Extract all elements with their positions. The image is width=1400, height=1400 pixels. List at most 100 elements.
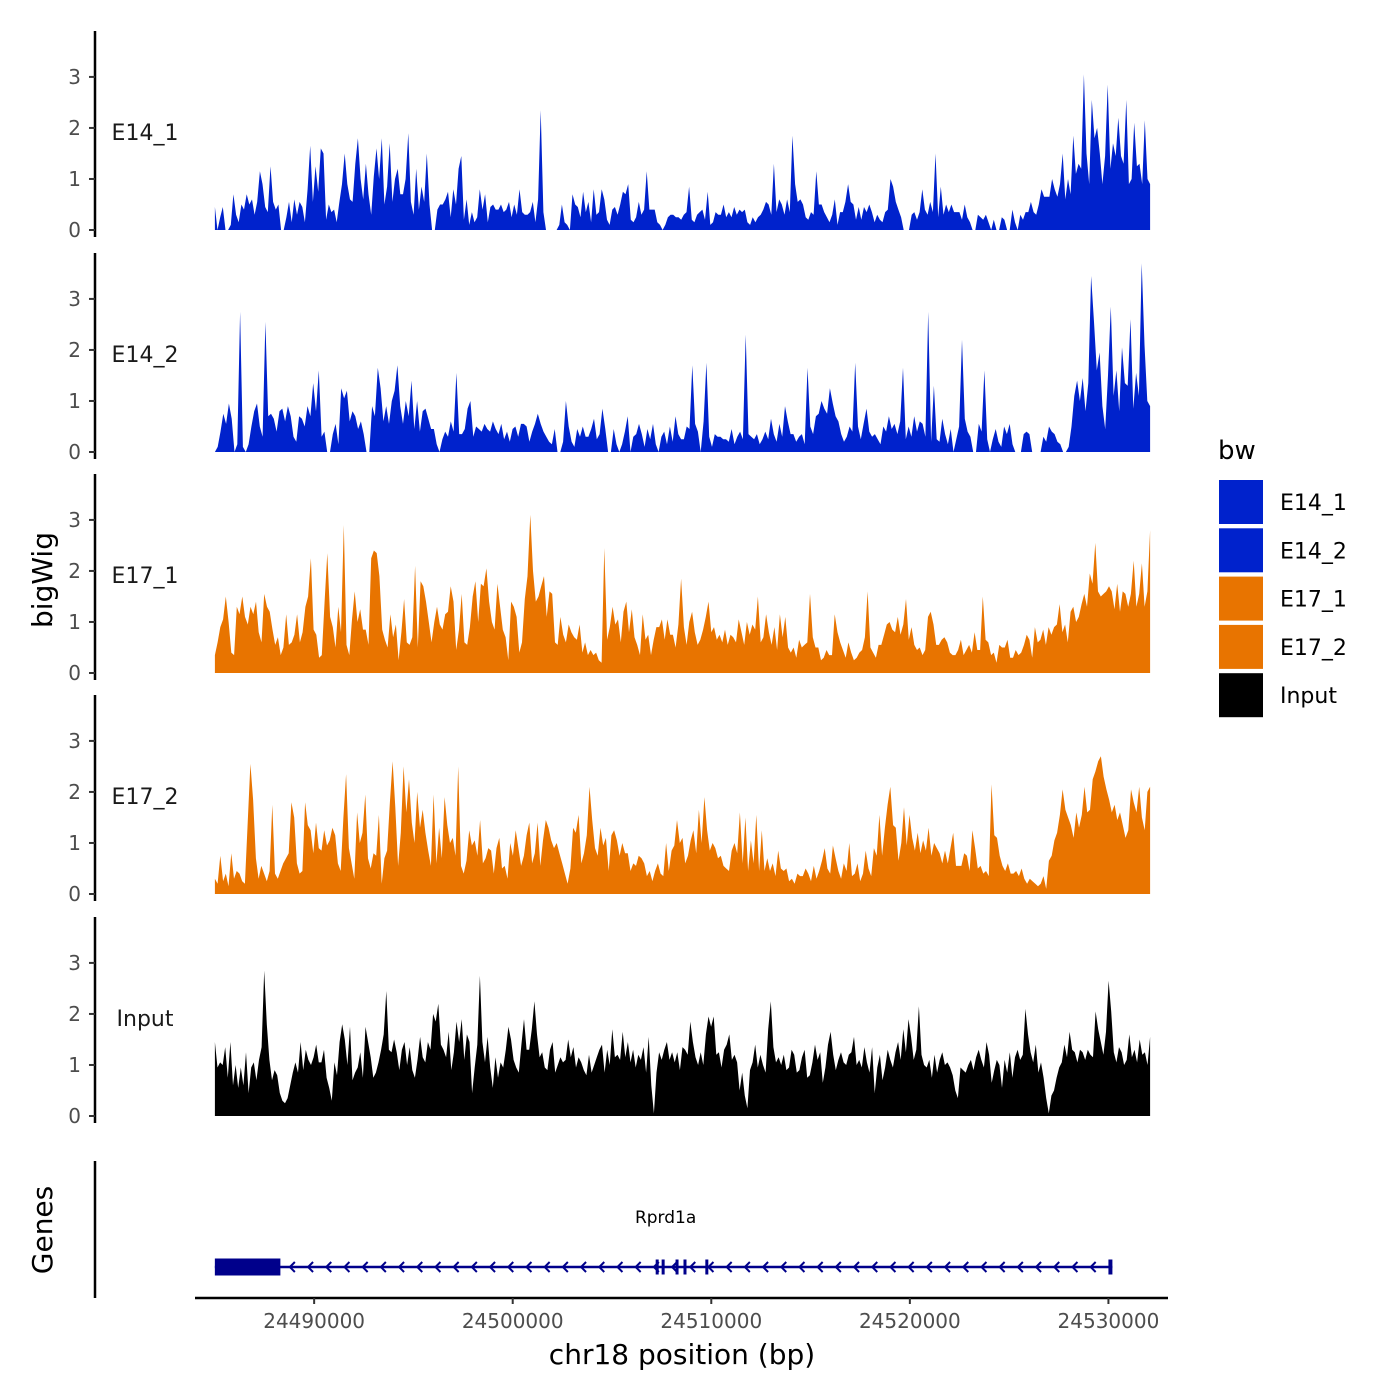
strand-arrow — [397, 1261, 405, 1273]
y-tick-label: 3 — [68, 65, 81, 89]
y-tick-label: 1 — [68, 389, 81, 413]
strand-arrow — [707, 1261, 715, 1273]
strand-arrow — [470, 1261, 478, 1273]
strand-arrow — [561, 1261, 569, 1273]
track-label: E17_2 — [112, 785, 179, 810]
legend-swatch-Input — [1219, 673, 1263, 718]
legend-label-E17_2: E17_2 — [1280, 636, 1347, 661]
y-tick-label: 3 — [68, 951, 81, 975]
strand-arrow — [834, 1261, 842, 1273]
x-tick-label: 24500000 — [462, 1309, 564, 1333]
gene-exon — [683, 1259, 687, 1275]
x-axis: 24490000 24500000 24510000 24520000 24530000 — [195, 1296, 1168, 1333]
y-tick-label: 3 — [68, 287, 81, 311]
strand-arrow — [634, 1261, 642, 1273]
gene-label: Rprd1a — [635, 1208, 696, 1228]
strand-arrow — [743, 1261, 751, 1273]
x-tick-label: 24490000 — [263, 1309, 365, 1333]
track-E17_1: 0 1 2 3 E17_1 — [68, 474, 1151, 685]
strand-arrow — [415, 1261, 423, 1273]
strand-arrow — [488, 1261, 496, 1273]
y-tick-label: 0 — [68, 661, 81, 685]
legend-swatch-E17_2 — [1219, 624, 1263, 669]
track-label: E17_1 — [112, 564, 179, 589]
gene-exon — [675, 1259, 679, 1275]
y-tick-label: 1 — [68, 1053, 81, 1077]
strand-arrow — [525, 1261, 533, 1273]
track-E17_2: 0 1 2 3 E17_2 — [68, 695, 1151, 906]
strand-arrow — [597, 1261, 605, 1273]
strand-arrow — [779, 1261, 787, 1273]
strand-arrow — [1034, 1261, 1042, 1273]
strand-arrow — [998, 1261, 1006, 1273]
y-tick-label: 0 — [68, 1104, 81, 1128]
x-tick-label: 24520000 — [859, 1309, 961, 1333]
y-tick-label: 2 — [68, 1002, 81, 1026]
legend: bw E14_1 E14_2 E17_1 E17_2 Input — [1218, 436, 1347, 718]
strand-arrow — [616, 1261, 624, 1273]
y-tick-label: 1 — [68, 610, 81, 634]
y-tick-label: 2 — [68, 116, 81, 140]
strand-arrow — [506, 1261, 514, 1273]
strand-arrow — [798, 1261, 806, 1273]
y-tick-label: 3 — [68, 729, 81, 753]
y-axis-title: bigWig — [26, 532, 59, 628]
strand-arrow — [980, 1261, 988, 1273]
track-label: E14_1 — [112, 121, 179, 146]
strand-arrow — [816, 1261, 824, 1273]
y-tick-label: 0 — [68, 440, 81, 464]
y-tick-label: 0 — [68, 218, 81, 242]
y-tick-label: 3 — [68, 508, 81, 532]
strand-arrow — [925, 1261, 933, 1273]
x-tick-label: 24510000 — [660, 1309, 762, 1333]
legend-title: bw — [1218, 436, 1256, 466]
strand-arrow — [961, 1261, 969, 1273]
strand-arrow — [1052, 1261, 1060, 1273]
gene-exon — [214, 1258, 281, 1276]
legend-swatch-E17_1 — [1219, 576, 1263, 621]
track-E14_1: 0 1 2 3 E14_1 — [68, 31, 1151, 242]
track-Input: 0 1 2 3 Input — [68, 917, 1151, 1128]
strand-arrow — [889, 1261, 897, 1273]
strand-arrow — [1071, 1261, 1079, 1273]
series-area-Input — [214, 970, 1151, 1116]
strand-arrow — [452, 1261, 460, 1273]
legend-label-E17_1: E17_1 — [1280, 588, 1347, 613]
legend-swatch-E14_2 — [1219, 528, 1263, 573]
strand-arrow — [434, 1261, 442, 1273]
legend-label-E14_1: E14_1 — [1280, 491, 1347, 516]
gene-exon — [705, 1259, 709, 1275]
y-tick-label: 1 — [68, 831, 81, 855]
genes-panel: Rprd1a — [93, 1161, 1113, 1298]
genes-axis-title: Genes — [26, 1186, 59, 1274]
gene-exon — [1108, 1259, 1113, 1275]
legend-label-Input: Input — [1280, 684, 1337, 709]
strand-arrow — [907, 1261, 915, 1273]
strand-arrow — [324, 1261, 332, 1273]
strand-arrow — [761, 1261, 769, 1273]
strand-arrow — [670, 1261, 678, 1273]
y-tick-label: 1 — [68, 167, 81, 191]
strand-arrow — [379, 1261, 387, 1273]
y-tick-label: 2 — [68, 338, 81, 362]
strand-arrow — [579, 1261, 587, 1273]
strand-arrow — [688, 1261, 696, 1273]
series-area-E14_2 — [214, 263, 1151, 452]
strand-arrow — [343, 1261, 351, 1273]
strand-arrow — [870, 1261, 878, 1273]
y-tick-label: 2 — [68, 780, 81, 804]
x-tick-label: 24530000 — [1058, 1309, 1160, 1333]
strand-arrow — [943, 1261, 951, 1273]
series-area-E17_2 — [214, 756, 1151, 894]
strand-arrow — [543, 1261, 551, 1273]
signal-tracks: 0 1 2 3 E14_1 0 1 2 3 E14_2 0 1 2 3 E17_1 0 1 2 3 E17_2 0 1 2 3… — [68, 31, 1151, 1128]
strand-arrow — [1016, 1261, 1024, 1273]
series-area-E17_1 — [214, 514, 1151, 673]
strand-arrow — [288, 1261, 296, 1273]
y-tick-label: 2 — [68, 559, 81, 583]
gene-exon — [655, 1259, 659, 1275]
strand-arrow — [852, 1261, 860, 1273]
legend-label-E14_2: E14_2 — [1280, 539, 1347, 564]
strand-arrow — [1089, 1261, 1097, 1273]
